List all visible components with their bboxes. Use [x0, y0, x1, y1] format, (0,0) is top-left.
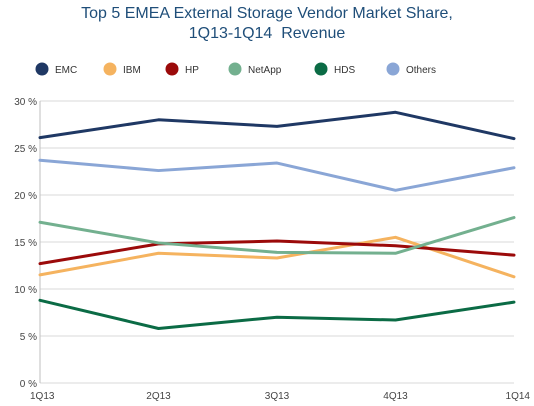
chart-title-line-1: Top 5 EMEA External Storage Vendor Marke… [81, 5, 453, 22]
x-tick-label: 1Q13 [30, 391, 55, 402]
gridlines [40, 100, 514, 384]
legend-item-others: Others [386, 62, 436, 76]
legend-item-netapp: NetApp [228, 62, 282, 76]
y-tick-label: 25 % [14, 144, 37, 155]
legend-swatch [103, 62, 117, 76]
chart-title-line-2: 1Q13-1Q14 Revenue [188, 25, 346, 42]
legend-swatch [35, 62, 49, 76]
legend-item-hds: HDS [314, 62, 355, 76]
legend-label: HP [185, 65, 199, 76]
legend-label: HDS [334, 65, 355, 76]
x-tick-label: 3Q13 [265, 391, 290, 402]
series-line-netapp [38, 216, 516, 255]
legend-label: NetApp [248, 65, 282, 76]
y-tick-label: 10 % [14, 285, 37, 296]
legend-swatch [165, 62, 179, 76]
series-line-ibm [38, 235, 516, 279]
x-tick-label: 1Q14 [506, 391, 531, 402]
legend-label: EMC [55, 65, 77, 76]
y-tick-label: 5 % [20, 332, 37, 343]
legend: EMC IBM HP NetApp HDS Others [35, 62, 436, 76]
chart-title: Top 5 EMEA External Storage Vendor Marke… [0, 4, 534, 44]
legend-swatch [386, 62, 400, 76]
legend-label: Others [406, 65, 436, 76]
x-tick-label: 2Q13 [146, 391, 171, 402]
legend-swatch [228, 62, 242, 76]
y-tick-label: 20 % [14, 191, 37, 202]
y-tick-label: 0 % [20, 379, 37, 390]
legend-item-emc: EMC [35, 62, 77, 76]
legend-item-hp: HP [165, 62, 199, 76]
series-line-others [38, 158, 516, 192]
legend-item-ibm: IBM [103, 62, 141, 76]
series-line-emc [38, 110, 516, 141]
x-axis: 1Q13 2Q13 3Q13 4Q13 1Q14 [30, 391, 530, 402]
series-lines [38, 110, 516, 330]
x-tick-label: 4Q13 [383, 391, 408, 402]
legend-label: IBM [123, 65, 141, 76]
y-axis: 0 % 5 % 10 % 15 % 20 % 25 % 30 % [14, 97, 41, 390]
legend-swatch [314, 62, 328, 76]
y-tick-label: 30 % [14, 97, 37, 108]
series-line-hp [38, 239, 516, 266]
y-tick-label: 15 % [14, 238, 37, 249]
series-line-hds [38, 298, 516, 330]
